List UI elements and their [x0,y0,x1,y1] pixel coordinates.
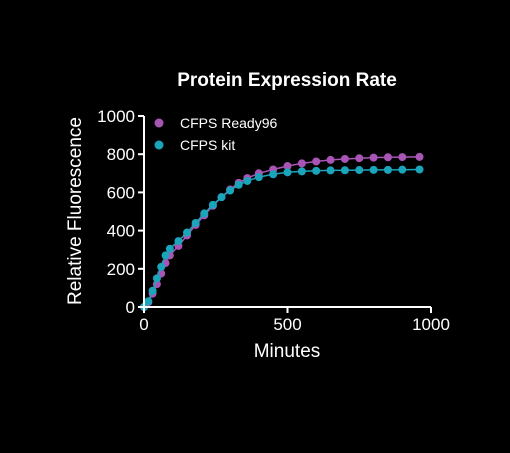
data-point [383,165,392,174]
data-point [355,166,364,175]
data-point [191,218,200,227]
data-point [340,166,349,175]
y-tick-label: 200 [107,260,135,279]
data-point [297,159,306,168]
data-point [254,173,263,182]
data-point [369,165,378,174]
data-point [144,297,153,306]
y-axis-label: Relative Fluorescence [65,117,86,305]
data-point [226,186,235,195]
x-axis-label: Minutes [254,341,321,362]
data-point [165,244,174,253]
data-point [217,193,226,202]
data-point [269,170,278,179]
data-point [234,180,243,189]
data-point [157,262,166,271]
data-point [174,237,183,246]
data-point [243,176,252,185]
data-point [398,165,407,174]
data-point [369,153,378,162]
y-tick-label: 0 [126,298,135,317]
data-point [326,155,335,164]
legend-marker [154,118,164,128]
data-point [415,152,424,161]
data-point [161,251,170,260]
series-1 [140,152,424,311]
data-point [152,274,161,283]
legend-marker [154,140,164,150]
data-point [200,209,209,218]
series-line [143,168,420,308]
data-point [297,167,306,176]
ticks: 0 200 400 600 800 1000 0 500 1000 [97,107,450,334]
chart-title: Protein Expression Rate [177,70,397,91]
data-point [312,157,321,166]
y-tick-label: 600 [107,183,135,202]
data-point [398,153,407,162]
y-tick-label: 800 [107,145,135,164]
series-2 [140,165,424,311]
y-tick-label: 400 [107,222,135,241]
x-tick-label: 500 [273,315,301,334]
data-point [208,200,217,209]
legend: CFPS Ready96 CFPS kit [154,115,277,153]
x-tick-label: 1000 [412,315,450,334]
data-point [326,166,335,175]
data-point [283,162,292,171]
legend-label: CFPS Ready96 [180,115,277,131]
x-tick-label: 0 [139,315,148,334]
legend-label: CFPS kit [180,137,235,153]
data-point [148,286,157,295]
data-point [283,168,292,177]
data-point [415,165,424,174]
data-point [355,154,364,163]
data-point [312,166,321,175]
y-tick-label: 1000 [97,107,135,126]
data-point [340,154,349,163]
data-point [383,153,392,162]
plot-area [140,152,424,311]
data-point [183,228,192,237]
